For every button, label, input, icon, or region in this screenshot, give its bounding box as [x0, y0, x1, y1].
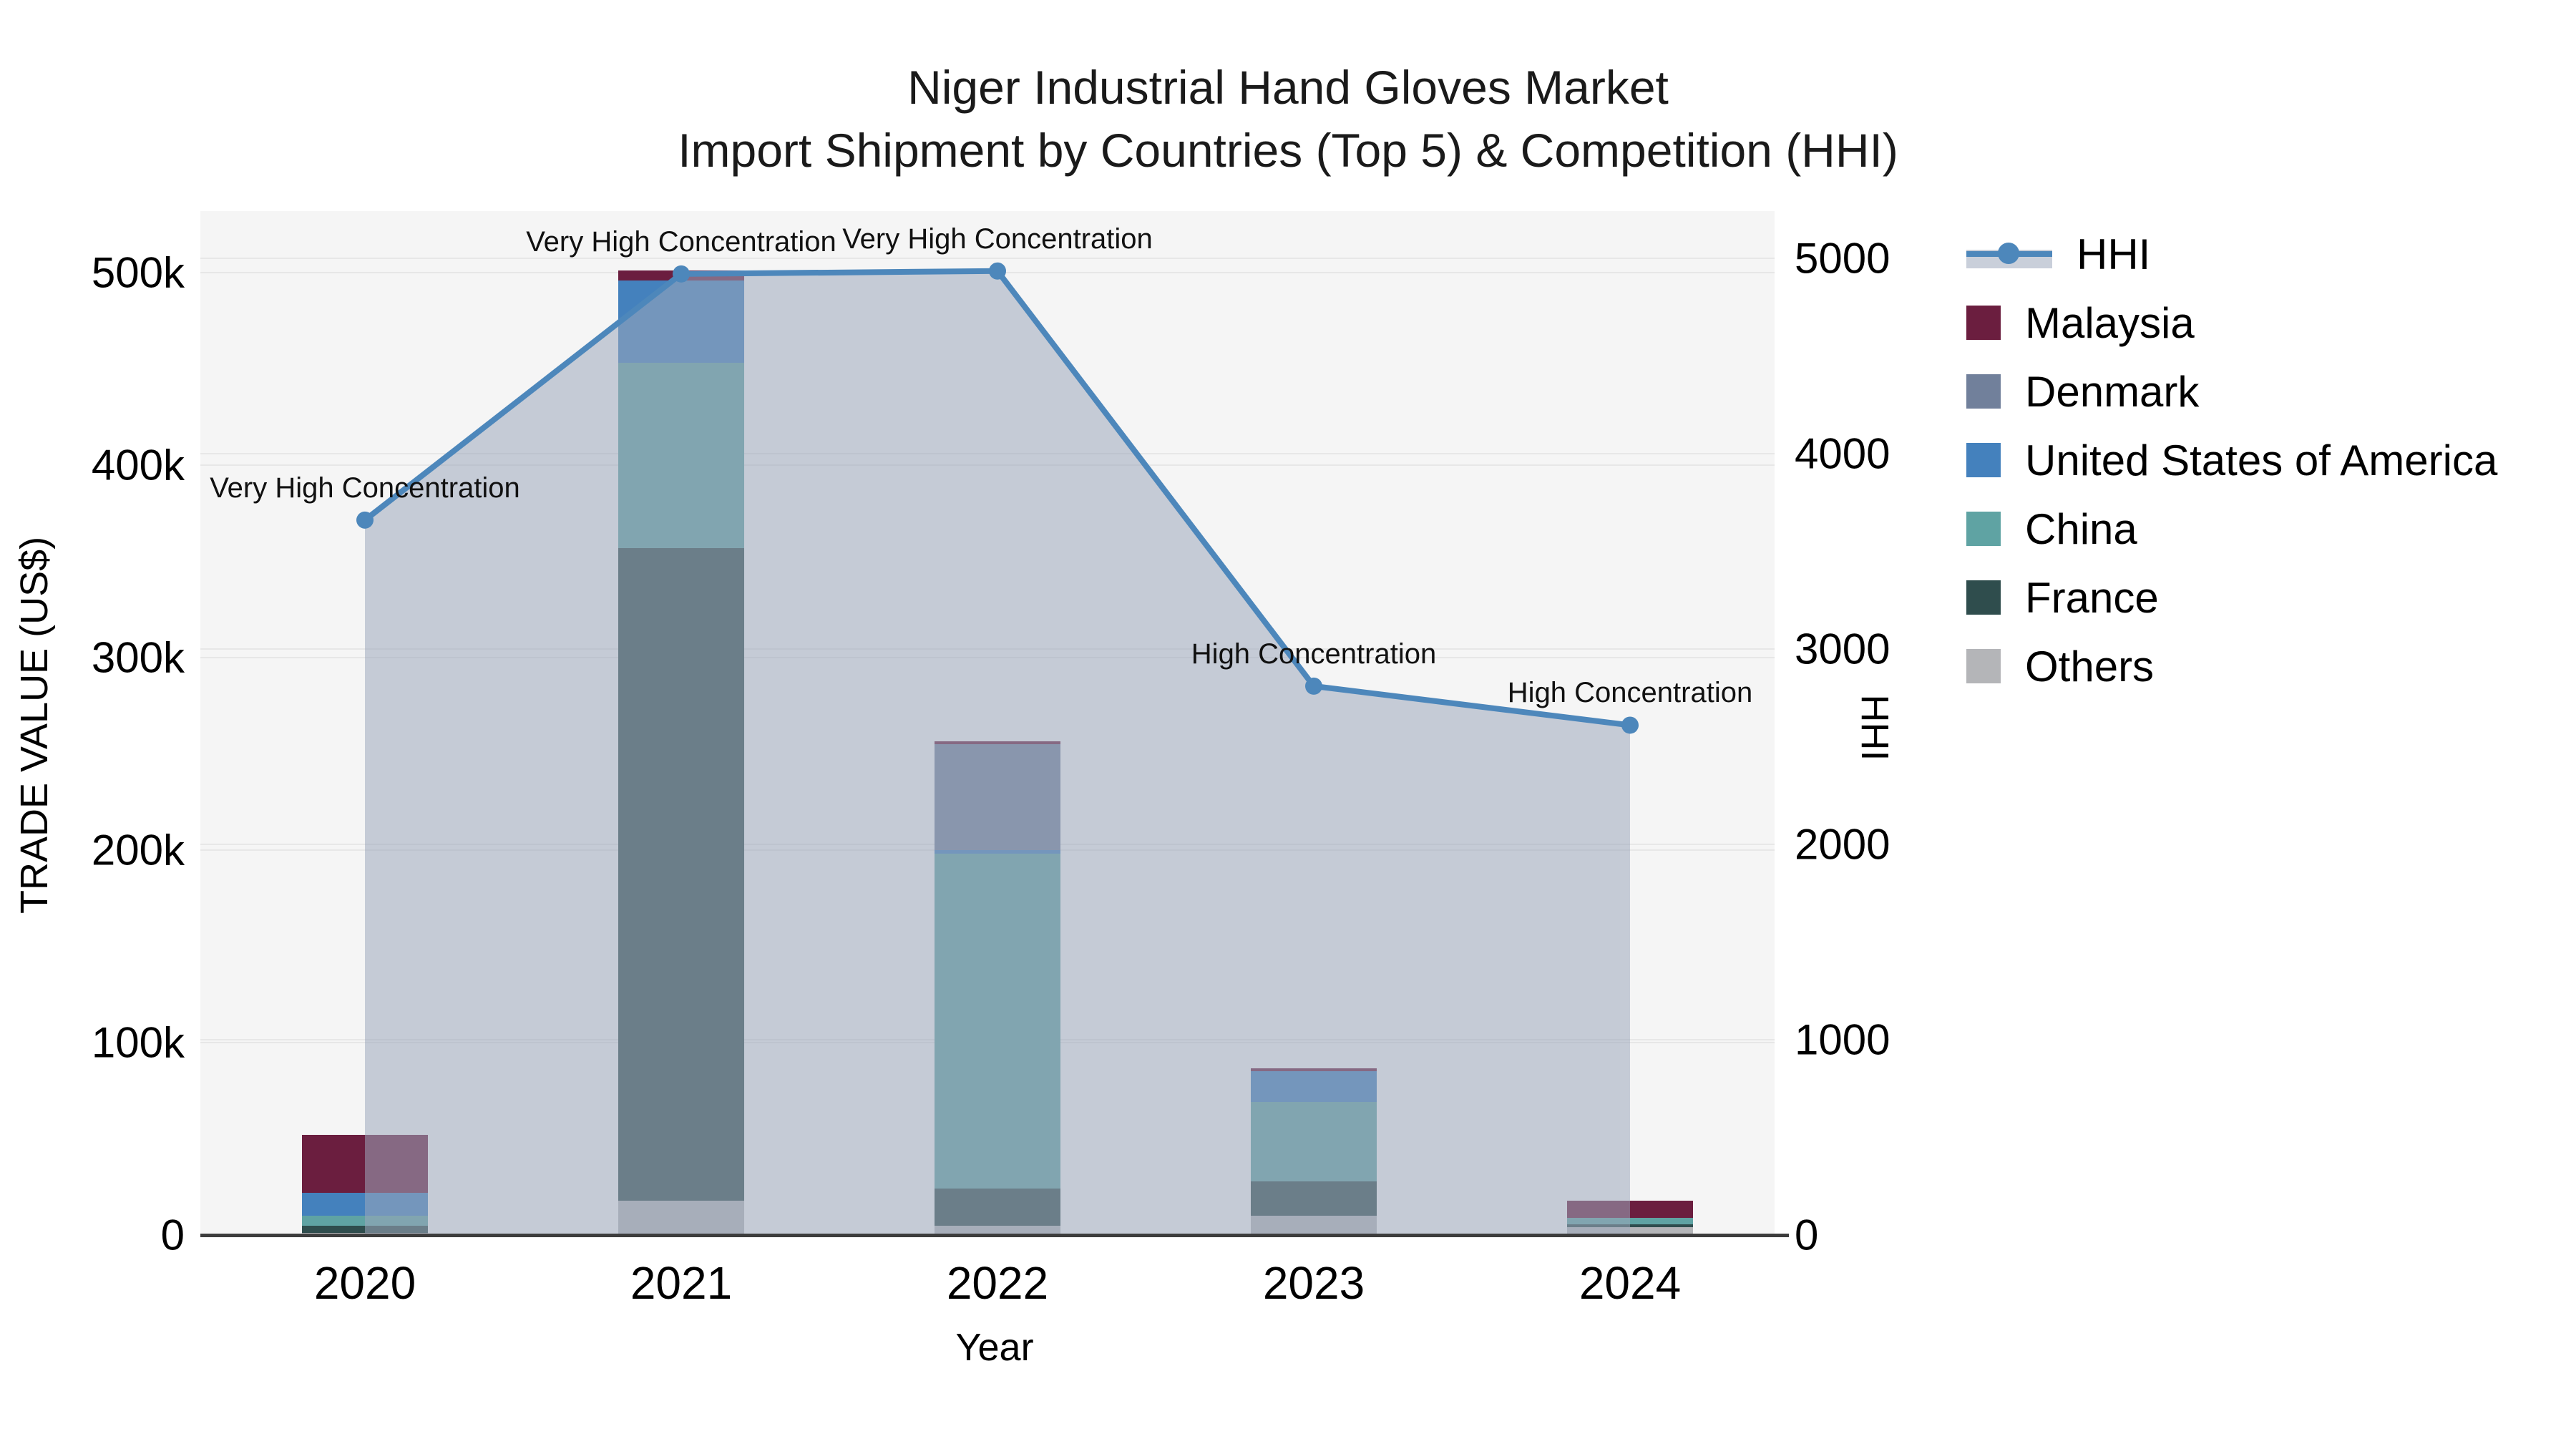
y-left-tick-label: 100k: [91, 1018, 185, 1067]
hhi-legend-marker: [1998, 243, 2019, 264]
bar-segment-france[interactable]: [302, 1225, 428, 1234]
x-axis-title: Year: [955, 1326, 1034, 1369]
annotation-2021: Very High Concentration: [526, 225, 836, 258]
legend-color-swatch: [1966, 443, 2001, 477]
annotation-2020: Very High Concentration: [210, 472, 520, 504]
bar-segment-malaysia[interactable]: [618, 270, 744, 280]
chart-title-line1: Niger Industrial Hand Gloves Market: [907, 61, 1669, 114]
bar-segment-others[interactable]: [1251, 1216, 1377, 1235]
hhi-legend-swatch-icon: [1966, 237, 2052, 271]
bar-segment-china[interactable]: [1251, 1102, 1377, 1181]
y-right-tick-label: 3000: [1795, 625, 1890, 673]
gridline-trade-value: [200, 464, 1775, 466]
bar-segment-china[interactable]: [302, 1216, 428, 1226]
y-right-tick-label: 2000: [1795, 820, 1890, 869]
chart-title-line2: Import Shipment by Countries (Top 5) & C…: [678, 124, 1898, 177]
legend-item-label: Malaysia: [2025, 298, 2195, 347]
y-left-tick-label: 400k: [91, 441, 185, 489]
legend-color-swatch: [1966, 512, 2001, 546]
annotation-2024: High Concentration: [1507, 677, 1753, 709]
bar-segment-malaysia[interactable]: [1251, 1068, 1377, 1072]
y-right-tick-label: 4000: [1795, 429, 1890, 478]
bar-segment-others[interactable]: [1567, 1227, 1693, 1235]
legend-item-label: China: [2025, 504, 2137, 553]
gridline-hhi: [200, 648, 1775, 650]
annotation-2023: High Concentration: [1191, 638, 1437, 670]
bar-segment-france[interactable]: [935, 1189, 1060, 1226]
annotation-2022: Very High Concentration: [842, 223, 1153, 255]
bar-segment-malaysia[interactable]: [935, 741, 1060, 745]
bar-segment-china[interactable]: [935, 854, 1060, 1189]
legend-color-swatch: [1966, 374, 2001, 409]
x-tick-label: 2020: [313, 1257, 416, 1309]
y-left-tick-label: 300k: [91, 633, 185, 682]
bar-segment-united-states-of-america[interactable]: [302, 1192, 428, 1216]
y-right-tick-label: 0: [1795, 1211, 1819, 1259]
bar-segment-china[interactable]: [618, 363, 744, 548]
gridline-hhi: [200, 258, 1775, 259]
x-tick-label: 2024: [1579, 1257, 1682, 1309]
gridline-hhi: [200, 453, 1775, 454]
bar-segment-malaysia[interactable]: [302, 1135, 428, 1193]
legend-item-united-states-of-america[interactable]: United States of America: [1966, 435, 2497, 485]
legend-item-label: Denmark: [2025, 367, 2200, 416]
legend-item-malaysia[interactable]: Malaysia: [1966, 298, 2195, 348]
legend-item-label: HHI: [2077, 230, 2151, 278]
chart-title: Niger Industrial Hand Gloves Market Impo…: [678, 56, 1898, 182]
gridline-trade-value: [200, 272, 1775, 273]
bar-segment-china[interactable]: [1567, 1217, 1693, 1225]
legend-item-denmark[interactable]: Denmark: [1966, 366, 2199, 416]
legend-item-hhi[interactable]: HHI: [1966, 229, 2150, 279]
legend-color-swatch: [1966, 580, 2001, 615]
x-tick-label: 2021: [630, 1257, 733, 1309]
y-left-tick-label: 500k: [91, 248, 185, 297]
bar-segment-others[interactable]: [618, 1200, 744, 1235]
bar-segment-france[interactable]: [1567, 1224, 1693, 1228]
bar-segment-france[interactable]: [1251, 1181, 1377, 1216]
bar-segment-united-states-of-america[interactable]: [1251, 1071, 1377, 1103]
x-axis-line: [200, 1234, 1789, 1237]
bar-segment-united-states-of-america[interactable]: [618, 280, 744, 364]
legend-item-label: Others: [2025, 642, 2155, 691]
bar-segment-malaysia[interactable]: [1567, 1200, 1693, 1218]
y-right-tick-label: 1000: [1795, 1015, 1890, 1064]
y-axis-left-title: TRADE VALUE (US$): [13, 536, 56, 914]
bar-segment-france[interactable]: [618, 547, 744, 1201]
bar-segment-denmark[interactable]: [935, 744, 1060, 850]
legend-color-swatch: [1966, 649, 2001, 683]
legend-color-swatch: [1966, 306, 2001, 340]
x-tick-label: 2023: [1262, 1257, 1365, 1309]
legend-item-label: France: [2025, 573, 2159, 622]
legend-item-china[interactable]: China: [1966, 504, 2137, 554]
y-left-tick-label: 0: [160, 1211, 185, 1259]
bar-segment-united-states-of-america[interactable]: [935, 850, 1060, 854]
gridline-trade-value: [200, 657, 1775, 658]
legend-item-label: United States of America: [2025, 436, 2498, 484]
legend-item-france[interactable]: France: [1966, 572, 2159, 623]
legend-item-others[interactable]: Others: [1966, 641, 2154, 691]
y-right-tick-label: 5000: [1795, 234, 1890, 283]
y-axis-right-title: HHI: [1853, 694, 1896, 761]
y-left-tick-label: 200k: [91, 826, 185, 874]
x-tick-label: 2022: [946, 1257, 1049, 1309]
